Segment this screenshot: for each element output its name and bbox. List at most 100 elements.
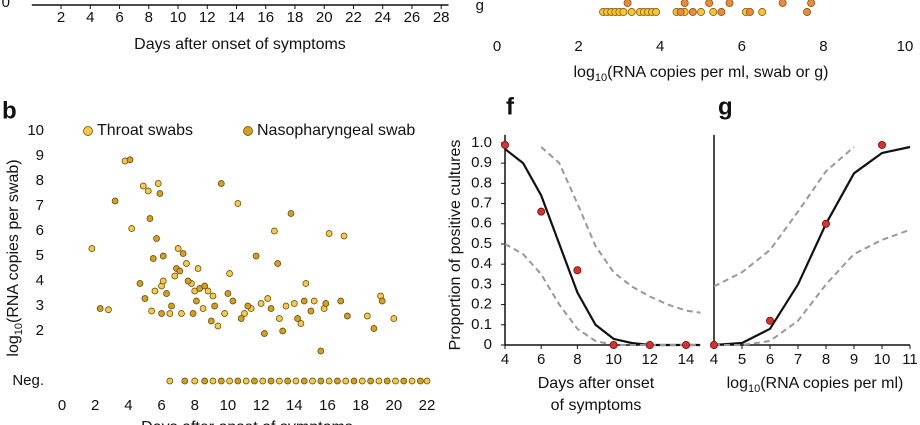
data-point xyxy=(183,260,190,267)
data-point xyxy=(717,8,726,16)
data-point xyxy=(325,377,333,385)
data-point xyxy=(627,8,636,16)
data-point xyxy=(778,0,787,7)
label-subscript: 10 xyxy=(748,383,760,395)
data-point xyxy=(234,200,242,207)
data-point xyxy=(191,377,199,385)
x-tick-label: 6 xyxy=(766,351,774,368)
label-part: log xyxy=(5,335,22,356)
y-tick-label: Neg. xyxy=(12,372,44,389)
data-point xyxy=(697,8,705,16)
data-point xyxy=(383,377,391,385)
y-tick-label: 5 xyxy=(36,247,44,264)
x-tick-label: 16 xyxy=(257,9,274,26)
x-tick-label: 10 xyxy=(897,38,914,55)
data-point xyxy=(178,310,185,317)
data-point xyxy=(184,277,192,285)
data-point xyxy=(259,377,267,385)
data-point xyxy=(156,190,164,197)
data-point xyxy=(337,297,345,305)
panel-letter: g xyxy=(718,93,733,120)
data-point xyxy=(417,377,424,385)
data-point xyxy=(159,277,167,285)
data-point xyxy=(209,292,217,300)
data-point xyxy=(309,377,316,385)
y-tick-label: 7 xyxy=(36,197,44,214)
data-point xyxy=(257,300,265,307)
x-tick-label: 10 xyxy=(874,351,891,368)
data-point xyxy=(252,252,260,260)
data-point xyxy=(279,327,287,335)
y-tick-label: 0 xyxy=(2,0,10,11)
data-point xyxy=(146,215,154,222)
data-point xyxy=(317,377,325,385)
data-point xyxy=(334,377,341,385)
data-point xyxy=(274,260,282,267)
data-point xyxy=(176,267,184,275)
data-point xyxy=(211,302,218,310)
x-tick-label: 14 xyxy=(678,351,695,368)
x-tick-label: 10 xyxy=(220,397,237,414)
data-point xyxy=(229,297,237,305)
data-point xyxy=(241,310,248,317)
data-point xyxy=(207,317,215,325)
data-point xyxy=(284,377,292,385)
x-tick-label: 6 xyxy=(537,351,545,368)
data-point xyxy=(149,255,157,262)
panel-letter: f xyxy=(506,93,515,120)
data-point xyxy=(217,180,225,187)
data-point xyxy=(144,187,152,195)
label-subscript: 10 xyxy=(595,72,607,84)
x-tick-label: 8 xyxy=(573,351,581,368)
data-point xyxy=(148,307,155,315)
x-axis-label: log10(RNA copies per ml) xyxy=(727,375,904,395)
panel-letter: b xyxy=(2,97,17,124)
x-tick-label: 4 xyxy=(656,38,664,55)
data-point xyxy=(390,315,398,322)
y-tick-label: 0.2 xyxy=(471,296,492,313)
data-point xyxy=(292,377,300,385)
y-tick-label: 3 xyxy=(36,297,44,314)
y-tick-label: 10 xyxy=(27,122,44,139)
data-point xyxy=(171,272,179,280)
x-tick-label: 4 xyxy=(124,397,132,414)
data-point xyxy=(682,340,691,349)
y-tick-label: 0.6 xyxy=(471,215,492,232)
data-point xyxy=(287,210,295,217)
x-axis-label: Days after onset of symptoms xyxy=(134,36,346,53)
confidence-bound xyxy=(504,243,701,346)
confidence-bound xyxy=(714,228,911,346)
data-point xyxy=(705,0,714,7)
x-tick-label: 16 xyxy=(319,397,336,414)
data-point xyxy=(300,297,308,305)
y-tick-label: 6 xyxy=(36,222,44,239)
data-point xyxy=(350,377,358,385)
x-tick-label: 5 xyxy=(738,351,746,368)
x-tick-label: 24 xyxy=(374,9,391,26)
data-point xyxy=(217,377,225,385)
x-tick-label: 14 xyxy=(228,9,245,26)
data-point xyxy=(242,377,250,385)
data-point xyxy=(139,182,147,190)
data-point xyxy=(302,280,310,287)
x-tick-label: 12 xyxy=(253,397,270,414)
data-point xyxy=(282,302,290,310)
fit-curve xyxy=(713,145,911,347)
data-point xyxy=(159,252,167,260)
confidence-bound xyxy=(540,146,701,314)
data-point xyxy=(375,377,383,385)
x-tick-label: 12 xyxy=(199,9,216,26)
data-point xyxy=(392,377,399,385)
data-point xyxy=(300,377,308,385)
x-tick-label: 18 xyxy=(352,397,369,414)
data-point xyxy=(153,235,160,242)
data-point xyxy=(179,250,187,257)
x-tick-label: 18 xyxy=(287,9,304,26)
x-tick-label: 28 xyxy=(433,9,450,26)
x-tick-label: 4 xyxy=(86,9,94,26)
data-point xyxy=(344,312,351,320)
data-point xyxy=(358,377,366,385)
data-point xyxy=(151,287,159,295)
data-point xyxy=(193,297,200,305)
